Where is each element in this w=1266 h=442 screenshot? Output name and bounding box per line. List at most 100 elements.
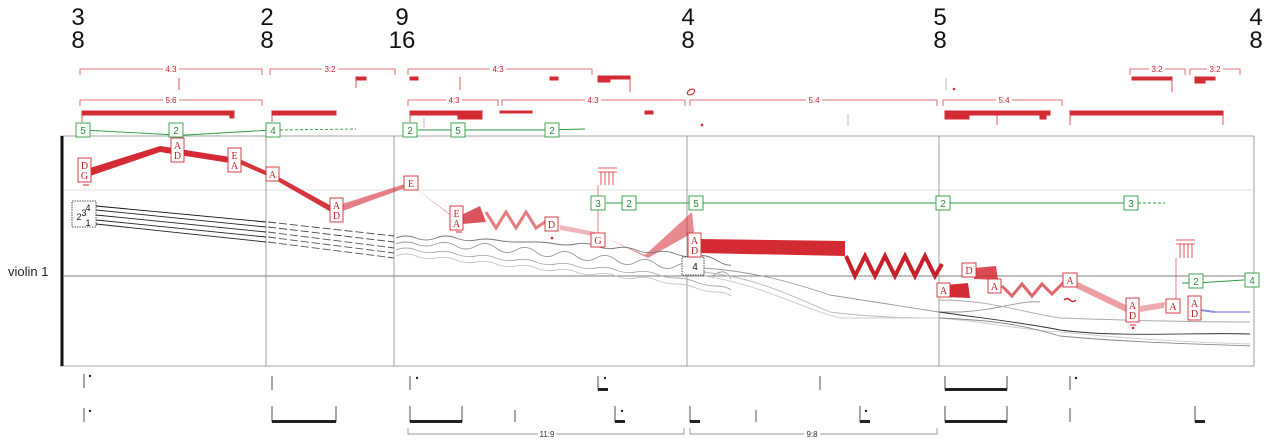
- time-signature-top: 9: [395, 4, 408, 31]
- green-number-box: 3: [1123, 195, 1139, 211]
- red-letter-box: AD: [687, 232, 702, 258]
- red-letter-box: A: [265, 166, 280, 182]
- tuplet-label: 4:3: [587, 96, 599, 105]
- red-letter-boxes: DG AD EA A AD E EA D G AD A D A A AD A A…: [77, 137, 1202, 323]
- tuplet-label: 3:2: [1151, 65, 1163, 74]
- svg-text:2: 2: [626, 199, 632, 210]
- tuplet-label: 5:4: [998, 96, 1010, 105]
- red-letter-box: EA: [227, 147, 242, 173]
- string-lines: [95, 205, 1251, 347]
- time-signature-top: 2: [260, 4, 273, 31]
- svg-text:2: 2: [173, 126, 179, 137]
- lower-rhythm: [83, 374, 1205, 423]
- svg-text:D: D: [1129, 311, 1136, 322]
- svg-text:5: 5: [455, 126, 461, 137]
- tuplet-label: 3:2: [1209, 65, 1221, 74]
- tuplet-label: 4:3: [165, 65, 177, 74]
- tuplet-label: 5:6: [165, 96, 177, 105]
- svg-text:D: D: [965, 266, 972, 277]
- red-letter-box: A: [1165, 298, 1181, 314]
- svg-text:D: D: [81, 161, 88, 172]
- time-signature-top: 4: [681, 4, 694, 31]
- tuplet-label: 9:8: [806, 430, 818, 439]
- red-letter-box: AD: [329, 197, 344, 223]
- svg-text:D: D: [1191, 309, 1198, 320]
- time-signature-top: 5: [933, 4, 946, 31]
- time-signature: 4 8: [681, 4, 694, 54]
- svg-text:G: G: [81, 171, 88, 182]
- staff-frame: violin 1: [8, 135, 1255, 367]
- red-letter-box: E: [403, 175, 419, 191]
- svg-text:A: A: [991, 282, 999, 293]
- svg-text:A: A: [1129, 301, 1137, 312]
- svg-text:2: 2: [940, 199, 946, 210]
- red-letter-box: AD: [1187, 295, 1202, 321]
- red-letter-box: AD: [1125, 297, 1140, 323]
- tuplet-label: 4:3: [448, 96, 460, 105]
- time-signature: 9 16: [389, 4, 416, 54]
- string-number: 1: [85, 218, 90, 228]
- svg-text:4: 4: [270, 126, 276, 137]
- string-number: 4: [692, 262, 698, 273]
- svg-text:A: A: [1066, 276, 1074, 287]
- svg-text:A: A: [333, 201, 341, 212]
- red-letter-box: DG: [77, 157, 92, 183]
- green-number-box: 2: [1188, 273, 1204, 289]
- green-number-box: 4: [1244, 272, 1260, 288]
- green-number-box: 3: [590, 195, 606, 211]
- time-signature-bottom: 8: [933, 27, 946, 54]
- red-letter-box: D: [544, 216, 559, 232]
- green-number-box: 2: [544, 122, 560, 138]
- svg-text:5: 5: [80, 126, 86, 137]
- green-number-box: 2: [621, 195, 637, 211]
- svg-text:A: A: [453, 219, 461, 230]
- time-signature-top: 3: [71, 4, 84, 31]
- green-number-box: 5: [450, 122, 466, 138]
- red-letter-box: EA: [449, 205, 464, 231]
- string-number: 2: [76, 212, 81, 222]
- time-signatures: 3 8 2 8 9 16 4 8 5 8 4 8: [71, 4, 1262, 54]
- time-signature-bottom: 8: [1249, 27, 1262, 54]
- tuplet-label: 4:3: [492, 65, 504, 74]
- red-letter-box: A: [936, 282, 951, 298]
- svg-text:A: A: [231, 161, 239, 172]
- lower-tuplet-brackets: [407, 428, 938, 435]
- svg-text:5: 5: [693, 199, 699, 210]
- svg-text:D: D: [548, 220, 555, 231]
- red-letter-box: A: [1062, 272, 1078, 288]
- green-number-box: 2: [168, 122, 184, 138]
- tuplet-brackets: [79, 68, 1241, 106]
- svg-text:A: A: [1191, 299, 1199, 310]
- time-signature-top: 4: [1249, 4, 1262, 31]
- svg-text:G: G: [594, 236, 601, 247]
- green-number-box: 2: [402, 122, 418, 138]
- svg-text:A: A: [269, 170, 277, 181]
- time-signature: 3 8: [71, 4, 84, 54]
- svg-text:D: D: [174, 151, 181, 162]
- string-box-mid: 4: [681, 256, 705, 276]
- svg-text:A: A: [691, 236, 699, 247]
- red-letter-box: D: [961, 262, 977, 278]
- string-number: 3: [81, 208, 86, 218]
- green-number-box: 2: [935, 195, 951, 211]
- time-signature-bottom: 8: [260, 27, 273, 54]
- green-number-boxes: 5 2 4 2 5 2 3 2 5 2 3 2 4: [75, 122, 1260, 289]
- svg-text:3: 3: [595, 199, 601, 210]
- string-box-left: 4 3 2 1: [71, 200, 97, 228]
- green-contour: [83, 128, 1245, 284]
- svg-text:2: 2: [549, 126, 555, 137]
- svg-text:3: 3: [1128, 199, 1134, 210]
- lower-tuplet-labels: 11:9 9:8: [538, 429, 820, 439]
- svg-text:A: A: [174, 141, 182, 152]
- svg-text:E: E: [408, 179, 414, 190]
- red-letter-box: G: [590, 232, 606, 248]
- svg-text:A: A: [1169, 302, 1177, 313]
- time-signature: 2 8: [260, 4, 273, 54]
- red-letter-box: A: [987, 278, 1002, 294]
- green-number-box: 4: [265, 122, 281, 138]
- svg-text:2: 2: [1193, 277, 1199, 288]
- green-number-box: 5: [688, 195, 704, 211]
- time-signature-bottom: 16: [389, 27, 416, 54]
- svg-text:A: A: [940, 286, 948, 297]
